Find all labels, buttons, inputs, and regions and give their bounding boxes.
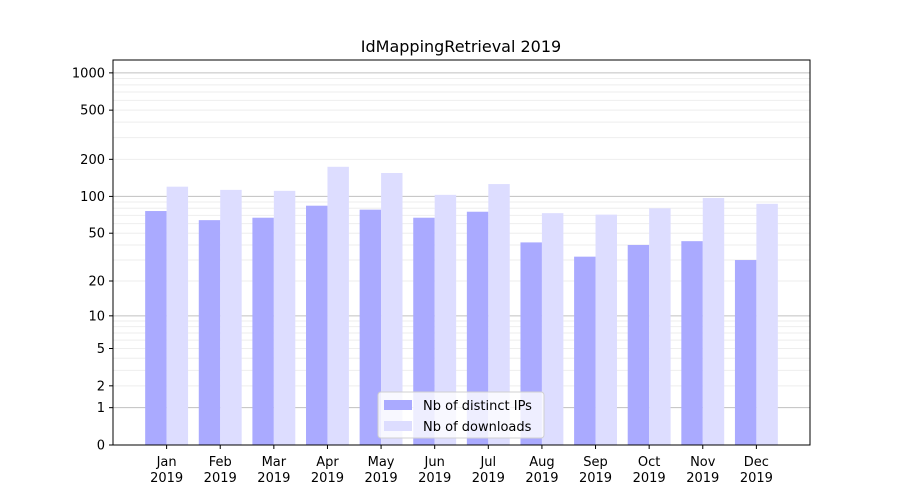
bar-downloads (488, 184, 510, 446)
bar-distinct-ips (145, 211, 167, 445)
x-tick-label: Mar 2019 (257, 455, 290, 486)
y-tick-label: 2 (97, 379, 105, 394)
legend: Nb of distinct IPs Nb of downloads (377, 391, 545, 439)
bar-downloads (166, 186, 189, 445)
bar-downloads (541, 213, 564, 445)
x-tick-label: Jan 2019 (150, 455, 183, 486)
y-tick-label: 200 (80, 153, 105, 168)
bar-downloads (595, 214, 617, 445)
x-tick-label: Jun 2019 (418, 455, 451, 486)
y-tick-label: 5 (97, 342, 105, 357)
bar-distinct-ips (359, 209, 382, 445)
bar-distinct-ips (734, 260, 757, 445)
bar-downloads (756, 203, 778, 445)
x-tick-label: Nov 2019 (686, 455, 719, 486)
x-tick-label: Aug 2019 (525, 455, 558, 486)
y-tick-label: 50 (88, 227, 105, 242)
y-tick-label: 1 (97, 401, 105, 416)
x-tick-label: Jul 2019 (472, 455, 505, 486)
legend-box (377, 391, 545, 439)
x-tick-label: Dec 2019 (740, 455, 773, 486)
legend-swatch (384, 421, 412, 431)
x-tick-label: Sep 2019 (579, 455, 612, 486)
x-axis: Jan 2019 Feb 2019 Mar 2019 Apr 2019 May 2019 Jun 20… (150, 445, 773, 486)
bar-distinct-ips (306, 205, 328, 445)
y-tick-label: 10 (88, 309, 105, 324)
y-tick-label: 1000 (72, 66, 105, 81)
bar-downloads (220, 189, 242, 445)
legend-label: Nb of downloads (423, 420, 532, 435)
y-tick-label: 100 (80, 190, 105, 205)
bar-distinct-ips (198, 220, 221, 445)
bar-downloads (702, 198, 725, 445)
bar-distinct-ips (413, 217, 435, 445)
bar-distinct-ips (466, 211, 489, 445)
plot-frame (112, 59, 811, 446)
y-tick-label: 500 (80, 104, 105, 119)
legend-label: Nb of distinct IPs (423, 399, 532, 414)
bar-distinct-ips (574, 256, 596, 445)
x-tick-label: Apr 2019 (311, 455, 344, 486)
chart-title: IdMappingRetrieval 2019 (361, 37, 561, 56)
y-tick-label: 0 (97, 439, 105, 454)
bar-downloads (381, 172, 403, 445)
bar-distinct-ips (627, 244, 650, 445)
bar-downloads (434, 194, 457, 445)
x-tick-label: Oct 2019 (633, 455, 666, 486)
bar-downloads (327, 166, 349, 445)
y-axis: 0 1 2 5 10 20 50 100 200 500 1000 (72, 66, 113, 454)
legend-swatch (384, 400, 412, 410)
bar-distinct-ips (252, 217, 274, 445)
bar-downloads (649, 208, 671, 445)
x-tick-label: May 2019 (365, 455, 398, 486)
x-tick-label: Feb 2019 (204, 455, 237, 486)
bar-distinct-ips (681, 241, 703, 445)
bar-downloads (273, 190, 296, 445)
y-tick-label: 20 (88, 275, 105, 290)
